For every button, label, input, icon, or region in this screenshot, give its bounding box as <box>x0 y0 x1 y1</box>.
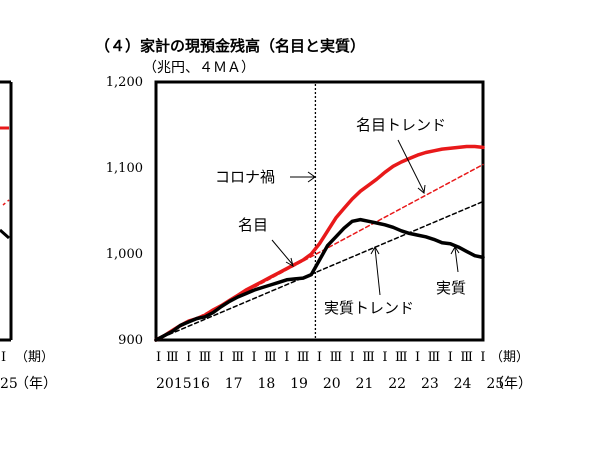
series-line-1 <box>154 217 485 342</box>
annotation-nominal: 名目 <box>238 216 294 268</box>
annotation-nominal-trend-text: 名目トレンド <box>356 116 446 134</box>
x-quarter-label: Ⅰ <box>317 350 322 365</box>
y-tick-label: 1,000 <box>106 247 143 262</box>
annotation-nominal-arrowhead <box>285 257 294 268</box>
y-tick-label: 900 <box>118 333 143 348</box>
x-quarter-label: Ⅰ <box>415 350 420 365</box>
x-year-label-item: 24 <box>454 376 472 392</box>
x-quarter-label: Ⅰ <box>219 350 224 365</box>
x-quarter-label: Ⅰ <box>284 350 289 365</box>
y-axis-ticks: 900 1,000 1,100 1,200 <box>106 75 143 348</box>
x-quarter-label: Ⅰ <box>350 350 355 365</box>
annotation-real-trend-arrowhead <box>370 245 380 255</box>
x-quarter-label: Ⅲ <box>199 350 212 365</box>
x-year-label-item: 19 <box>290 376 308 392</box>
x-quarter-label: Ⅲ <box>460 350 473 365</box>
annotation-real-trend-text: 実質トレンド <box>324 299 414 317</box>
left-partial-period-label: （期） <box>15 350 54 365</box>
y-tick-label: 1,100 <box>106 161 143 176</box>
left-partial-year-label: （年） <box>15 376 57 392</box>
y-tick-label: 1,200 <box>106 75 143 90</box>
x-year-label-item: 2015 <box>156 376 192 392</box>
annotation-real: 実質 <box>436 246 466 297</box>
annotation-nominal-trend-arrowhead <box>417 184 426 194</box>
annotation-covid-arrowhead <box>307 171 316 183</box>
x-axis-years: 2015 16 17 18 19 20 21 22 23 24 25 <box>156 376 504 392</box>
annotation-nominal-trend: 名目トレンド <box>356 116 446 194</box>
annotation-nominal-arrow <box>271 239 294 266</box>
x-period-label: （期） <box>490 350 529 365</box>
x-year-label-item: 20 <box>323 376 341 392</box>
x-quarter-label: Ⅰ <box>448 350 453 365</box>
annotation-real-text: 実質 <box>436 279 466 297</box>
unit-label: （兆円、４ＭＡ） <box>143 60 255 76</box>
x-year-label-item: 21 <box>356 376 374 392</box>
x-quarter-label: Ⅰ <box>156 350 161 365</box>
x-year-label-item: 23 <box>421 376 439 392</box>
x-year-label-item: 22 <box>388 376 406 392</box>
x-quarter-label: Ⅲ <box>428 350 441 365</box>
annotation-real-trend: 実質トレンド <box>324 245 414 317</box>
x-quarter-label: Ⅲ <box>395 350 408 365</box>
annotation-real-arrowhead <box>450 246 460 255</box>
series-line-2 <box>155 163 484 341</box>
x-year-label-item: 25 <box>486 376 504 392</box>
x-quarter-label: Ⅲ <box>297 350 310 365</box>
annotation-real-arrow <box>454 247 459 273</box>
series-group <box>154 144 485 342</box>
annotation-covid-text: コロナ禍 <box>215 168 275 186</box>
x-year-label: （年） <box>490 376 532 392</box>
left-partial-year: 25 <box>0 376 18 392</box>
annotation-covid: コロナ禍 <box>215 168 316 186</box>
series-line-3 <box>155 200 484 341</box>
x-quarter-label: Ⅲ <box>166 350 179 365</box>
x-quarter-label: Ⅰ <box>186 350 191 365</box>
left-partial-chart: Ⅰ 25 （期） （年） <box>0 80 57 392</box>
left-partial-quarter: Ⅰ <box>1 350 6 365</box>
series-line-0 <box>154 144 485 342</box>
x-quarter-label: Ⅲ <box>362 350 375 365</box>
x-year-label-item: 17 <box>225 376 243 392</box>
plot-frame <box>154 80 485 342</box>
chart-title: （４）家計の現預金残高（名目と実質） <box>95 37 365 55</box>
x-year-label-item: 16 <box>192 376 210 392</box>
x-quarter-label: Ⅰ <box>252 350 257 365</box>
annotation-nominal-text: 名目 <box>238 216 268 234</box>
x-quarter-label: Ⅲ <box>330 350 343 365</box>
x-year-label-item: 18 <box>257 376 275 392</box>
x-quarter-label: Ⅲ <box>231 350 244 365</box>
annotation-real-trend-arrow <box>374 247 381 296</box>
left-partial-red-dash <box>2 199 10 206</box>
annotation-nominal-trend-arrow <box>397 139 425 193</box>
x-quarter-label: Ⅰ <box>480 350 485 365</box>
x-quarter-label: Ⅲ <box>264 350 277 365</box>
left-partial-black-line <box>0 228 10 240</box>
x-quarter-label: Ⅰ <box>382 350 387 365</box>
